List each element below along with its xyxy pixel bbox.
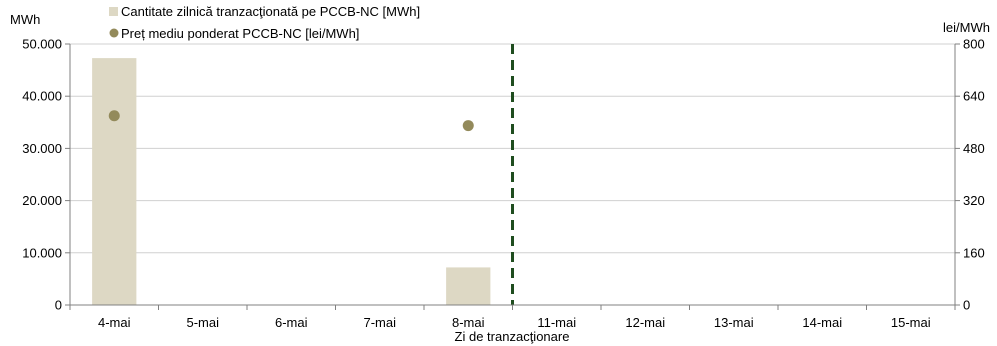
x-tick-label-14-mai: 14-mai bbox=[802, 315, 842, 330]
right-tick-label-3: 480 bbox=[963, 141, 985, 156]
x-tick-label-5-mai: 5-mai bbox=[186, 315, 219, 330]
x-tick-label-13-mai: 13-mai bbox=[714, 315, 754, 330]
right-tick-label-2: 320 bbox=[963, 193, 985, 208]
x-tick-label-6-mai: 6-mai bbox=[275, 315, 308, 330]
legend-label-dot: Preț mediu ponderat PCCB-NC [lei/MWh] bbox=[121, 26, 359, 41]
legend-swatch-dot bbox=[109, 28, 119, 38]
left-axis-ticks: 0 10.000 20.000 30.000 40.000 50.000 bbox=[22, 37, 70, 313]
dot-series bbox=[108, 110, 474, 132]
left-tick-label-0: 0 bbox=[55, 298, 62, 313]
left-tick-label-1: 10.000 bbox=[22, 245, 62, 260]
right-tick-label-4: 640 bbox=[963, 89, 985, 104]
right-tick-label-1: 160 bbox=[963, 245, 985, 260]
x-axis-label: Zi de tranzacţionare bbox=[455, 329, 570, 344]
dot-4-mai bbox=[108, 110, 120, 122]
x-tick-label-12-mai: 12-mai bbox=[625, 315, 665, 330]
right-axis-ticks: 0 160 320 480 640 800 bbox=[955, 37, 985, 313]
bar-8-mai bbox=[446, 267, 491, 305]
left-axis-unit: MWh bbox=[10, 12, 40, 27]
right-tick-label-0: 0 bbox=[963, 298, 970, 313]
left-tick-label-4: 40.000 bbox=[22, 89, 62, 104]
x-tick-label-8-mai: 8-mai bbox=[452, 315, 485, 330]
left-tick-label-3: 30.000 bbox=[22, 141, 62, 156]
x-tick-label-4-mai: 4-mai bbox=[98, 315, 131, 330]
x-tick-label-15-mai: 15-mai bbox=[891, 315, 931, 330]
right-axis-unit: lei/MWh bbox=[943, 20, 990, 35]
bar-series bbox=[92, 58, 491, 306]
left-tick-label-2: 20.000 bbox=[22, 193, 62, 208]
dot-8-mai bbox=[462, 120, 474, 132]
bar-4-mai bbox=[92, 58, 137, 306]
x-tick-label-7-mai: 7-mai bbox=[363, 315, 396, 330]
right-tick-label-5: 800 bbox=[963, 37, 985, 52]
legend-swatch-bar bbox=[109, 7, 118, 16]
legend: Cantitate zilnică tranzacţionată pe PCCB… bbox=[109, 4, 420, 41]
x-tick-label-11-mai: 11-mai bbox=[537, 315, 576, 330]
left-tick-label-5: 50.000 bbox=[22, 37, 62, 52]
legend-label-bar: Cantitate zilnică tranzacţionată pe PCCB… bbox=[121, 4, 420, 19]
x-axis-ticks: 4-mai 5-mai 6-mai 7-mai 8-mai 11-mai 12-mai 13-… bbox=[69, 305, 956, 330]
